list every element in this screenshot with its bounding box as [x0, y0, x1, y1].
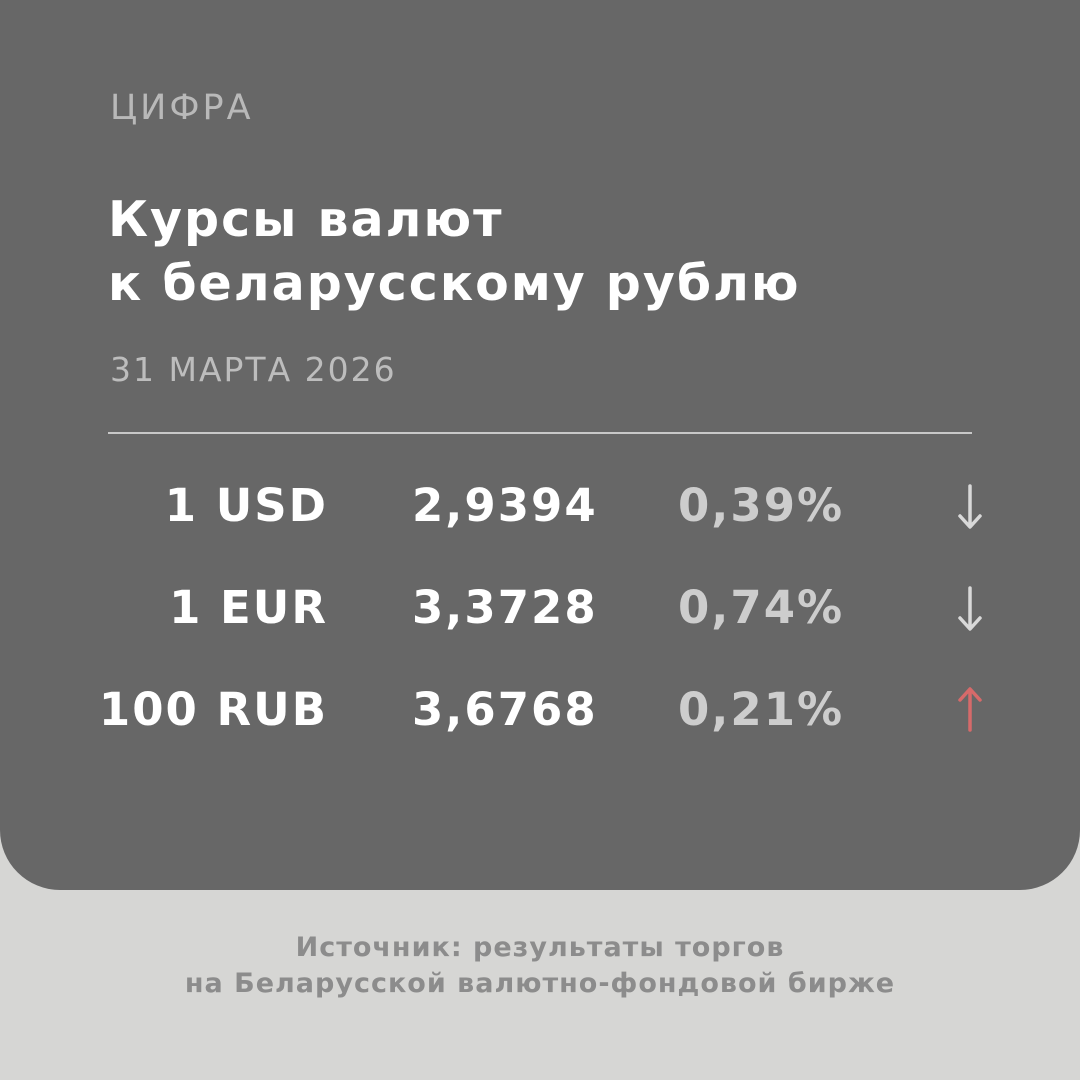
source-line-1: Источник: результаты торгов — [295, 932, 785, 963]
title-line-2: к беларусскому рублю — [108, 255, 801, 312]
source-line-2: на Беларусской валютно-фондовой бирже — [184, 968, 896, 999]
currency-label: 1 USD — [164, 479, 328, 532]
rate-value: 3,6768 — [412, 683, 598, 736]
date-label: 31 МАРТА 2026 — [110, 350, 397, 389]
page-title: Курсы валют к беларусскому рублю — [108, 188, 1008, 316]
change-value: 0,39% — [678, 479, 845, 532]
rates-card: ЦИФРА Курсы валют к беларусскому рублю 3… — [0, 0, 1080, 890]
rate-row-rub: 100 RUB 3,6768 0,21% — [0, 680, 1080, 740]
rate-value: 2,9394 — [412, 479, 598, 532]
kicker-label: ЦИФРА — [110, 88, 254, 128]
arrow-up-icon — [958, 687, 982, 732]
currency-label: 100 RUB — [98, 683, 328, 736]
divider — [108, 432, 972, 434]
rate-row-usd: 1 USD 2,9394 0,39% — [0, 476, 1080, 536]
currency-label: 1 EUR — [169, 581, 328, 634]
source-note: Источник: результаты торгов на Беларусск… — [0, 930, 1080, 1002]
rate-value: 3,3728 — [412, 581, 598, 634]
arrow-down-icon — [958, 484, 982, 529]
change-value: 0,21% — [678, 683, 845, 736]
arrow-down-icon — [958, 586, 982, 631]
rate-row-eur: 1 EUR 3,3728 0,74% — [0, 578, 1080, 638]
change-value: 0,74% — [678, 581, 845, 634]
title-line-1: Курсы валют — [108, 191, 504, 248]
